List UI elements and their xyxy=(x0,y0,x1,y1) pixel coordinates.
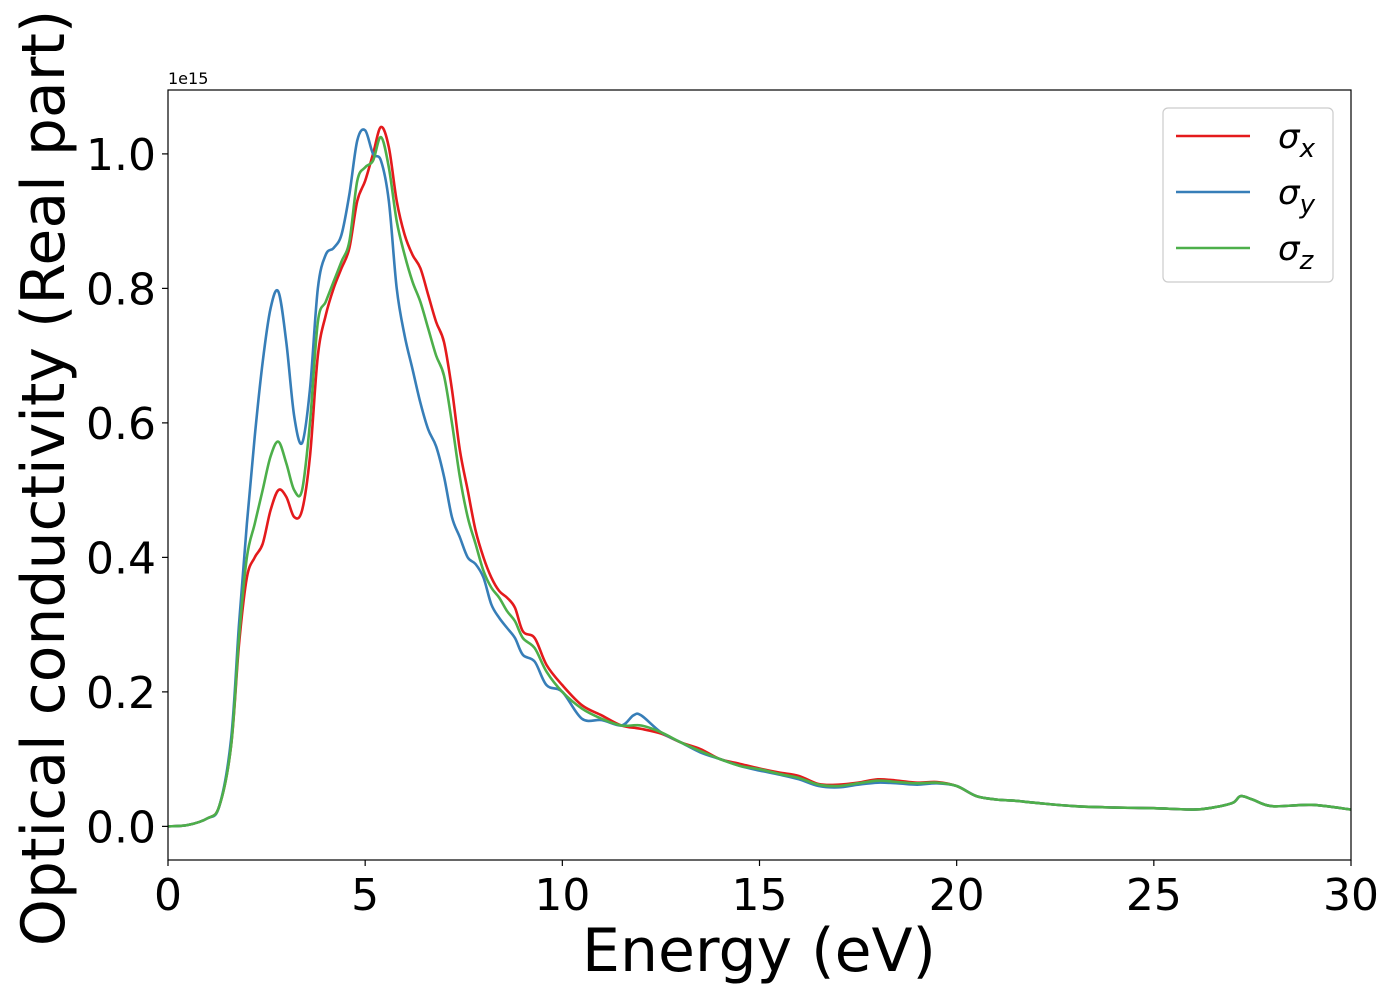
legend-box xyxy=(1162,107,1334,283)
legend-label: σy xyxy=(1278,173,1316,220)
x-tick-label: 0 xyxy=(154,870,182,921)
series-layer xyxy=(168,125,1351,828)
y-axis-offset-label: 1e15 xyxy=(168,69,208,88)
x-tick-label: 30 xyxy=(1323,870,1379,921)
y-tick-label: 0.6 xyxy=(86,399,156,450)
legend-label: σx xyxy=(1278,117,1316,164)
y-tick-label: 0.0 xyxy=(86,802,156,853)
legend-label: σz xyxy=(1278,229,1315,276)
legend-item-x: σx xyxy=(1176,117,1316,164)
x-tick-label: 5 xyxy=(351,870,379,921)
y-tick-label: 0.2 xyxy=(86,668,156,719)
y-tick-label: 1.0 xyxy=(86,130,156,181)
x-tick-label: 25 xyxy=(1126,870,1182,921)
series-line-z xyxy=(168,135,1351,828)
y-axis-ticks: 0.0 0.2 0.4 0.6 0.8 1.0 xyxy=(86,130,168,853)
x-tick-label: 10 xyxy=(534,870,590,921)
x-axis-title: Energy (eV) xyxy=(582,916,936,986)
y-tick-label: 0.4 xyxy=(86,533,156,584)
legend: σx σy σz xyxy=(1162,107,1334,283)
x-axis-ticks: 0 5 10 15 20 25 30 xyxy=(154,860,1379,921)
x-tick-label: 15 xyxy=(732,870,788,921)
legend-item-y: σy xyxy=(1176,173,1316,220)
legend-item-z: σz xyxy=(1176,229,1315,276)
y-axis-title: Optical conductivity (Real part) xyxy=(9,10,79,947)
x-tick-label: 20 xyxy=(929,870,985,921)
y-tick-label: 0.8 xyxy=(86,264,156,315)
